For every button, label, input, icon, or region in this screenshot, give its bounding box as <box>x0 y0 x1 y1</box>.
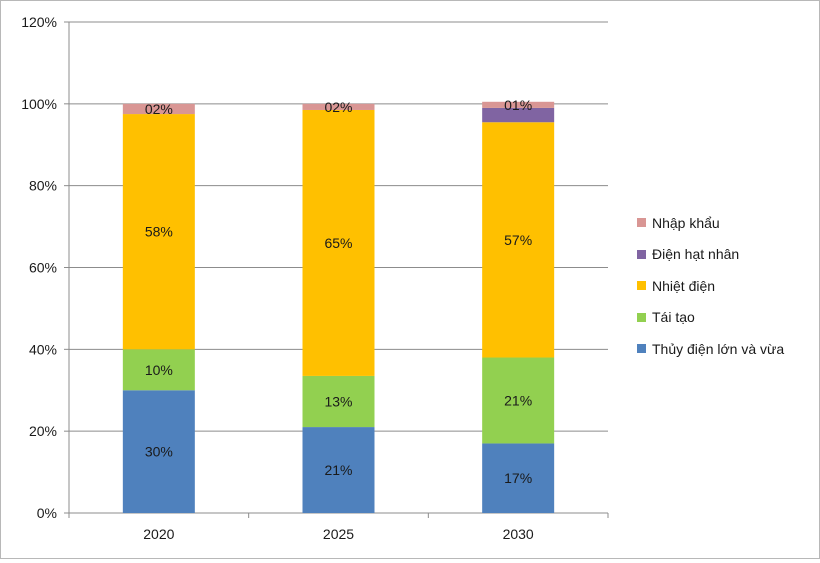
y-tick-label: 100% <box>21 96 57 112</box>
y-tick-label: 80% <box>29 178 57 194</box>
y-tick-label: 20% <box>29 423 57 439</box>
legend-swatch <box>637 249 646 259</box>
x-tick-label: 2030 <box>503 526 534 542</box>
x-tick-label: 2020 <box>143 526 174 542</box>
legend-swatch <box>637 344 646 354</box>
bar-segment <box>482 443 555 513</box>
bar-segment <box>122 103 195 115</box>
legend-swatch <box>637 312 646 322</box>
data-label: 02% <box>324 99 352 115</box>
legend-label: Tái tạo <box>652 309 695 326</box>
legend-item: Nhập khẩu <box>637 207 784 239</box>
y-tick-label: 0% <box>37 505 57 521</box>
legend-swatch <box>637 218 646 228</box>
bar-segment <box>482 101 555 108</box>
bar-segment <box>302 109 375 376</box>
y-tick-label: 120% <box>21 14 57 30</box>
bar-segment <box>122 390 195 513</box>
legend-item: Tái tạo <box>637 302 784 334</box>
legend: Nhập khẩu Điện hạt nhân Nhiệt điện Tái tạo T… <box>637 207 784 365</box>
bar-segment <box>122 114 195 350</box>
legend-label: Điện hạt nhân <box>652 246 740 263</box>
legend-label: Nhập khẩu <box>652 214 720 231</box>
data-label: 58% <box>145 224 173 240</box>
data-label: 02% <box>145 101 173 117</box>
data-label: 17% <box>504 470 532 486</box>
data-label: 21% <box>504 392 532 408</box>
data-label: 13% <box>324 394 352 410</box>
bar-segment <box>302 427 375 513</box>
data-label: 10% <box>145 362 173 378</box>
legend-label: Thủy điện lớn và vừa <box>652 340 785 357</box>
bar-segment <box>302 103 375 110</box>
data-label: 65% <box>324 235 352 251</box>
x-tick-label: 2025 <box>323 526 354 542</box>
bar-segment <box>482 107 555 123</box>
bar-segment <box>482 122 555 358</box>
data-label: 30% <box>145 444 173 460</box>
data-label: 57% <box>504 232 532 248</box>
bar-segment <box>482 357 555 444</box>
legend-item: Thủy điện lớn và vừa <box>637 333 784 365</box>
data-label: 21% <box>324 462 352 478</box>
legend-item: Nhiệt điện <box>637 270 784 302</box>
legend-swatch <box>637 281 646 291</box>
data-label: 01% <box>504 97 532 113</box>
bar-segment <box>122 349 195 391</box>
legend-label: Nhiệt điện <box>652 277 716 294</box>
legend-item: Điện hạt nhân <box>637 239 784 271</box>
y-tick-label: 40% <box>29 341 57 357</box>
y-tick-label: 60% <box>29 260 57 276</box>
bar-segment <box>302 375 375 428</box>
